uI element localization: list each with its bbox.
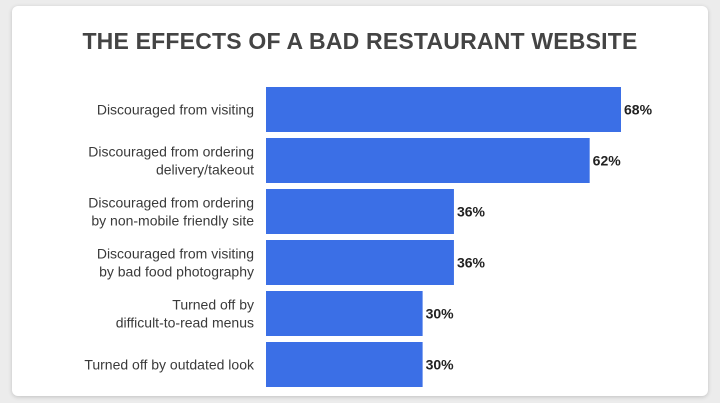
value-label-0: 68% [624,102,653,118]
category-label-0: Discouraged from visiting [97,102,254,118]
value-label-1: 62% [593,153,622,169]
chart-title: THE EFFECTS OF A BAD RESTAURANT WEBSITE [82,28,638,54]
bar-1 [266,138,590,183]
value-label-5: 30% [426,357,455,373]
category-label-1: Discouraged from ordering delivery/takeou… [88,144,254,178]
category-label-2: Discouraged from ordering by non-mobile f… [88,195,254,229]
category-label-3: Discouraged from visiting by bad food pho… [97,246,254,280]
bar-5 [266,342,423,387]
bar-0 [266,87,621,132]
value-label-3: 36% [457,255,486,271]
category-label-4: Turned off by difficult-to-read menus [116,297,254,331]
bar-4 [266,291,423,336]
category-label-5: Turned off by outdated look [84,357,255,373]
bar-2 [266,189,454,234]
value-label-2: 36% [457,204,486,220]
value-label-4: 30% [426,306,455,322]
bar-3 [266,240,454,285]
